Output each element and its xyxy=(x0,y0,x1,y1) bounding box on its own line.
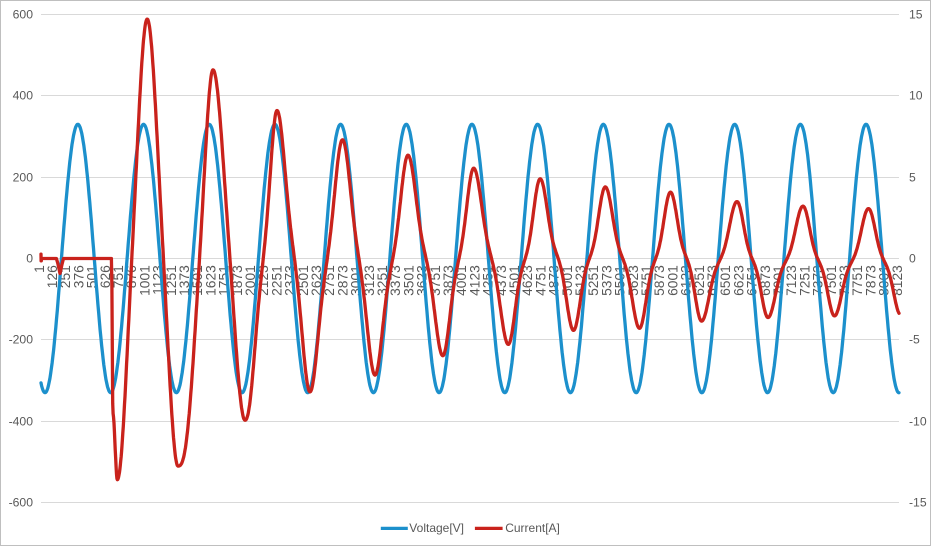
svg-text:1373: 1373 xyxy=(177,265,192,296)
svg-text:4751: 4751 xyxy=(533,265,548,296)
svg-text:-10: -10 xyxy=(909,415,927,429)
svg-text:-15: -15 xyxy=(909,496,927,510)
svg-text:-400: -400 xyxy=(9,415,34,429)
svg-text:200: 200 xyxy=(13,171,34,185)
svg-text:4001: 4001 xyxy=(454,265,469,296)
svg-text:-600: -600 xyxy=(9,496,34,510)
svg-text:3373: 3373 xyxy=(388,265,403,296)
svg-text:5251: 5251 xyxy=(586,265,601,296)
svg-text:7123: 7123 xyxy=(784,265,799,296)
svg-text:3123: 3123 xyxy=(362,265,377,296)
svg-text:2873: 2873 xyxy=(335,265,350,296)
svg-text:4623: 4623 xyxy=(520,265,535,296)
svg-text:5873: 5873 xyxy=(652,265,667,296)
svg-text:626: 626 xyxy=(98,265,113,288)
svg-text:376: 376 xyxy=(71,265,86,288)
svg-text:1251: 1251 xyxy=(164,265,179,296)
svg-text:0: 0 xyxy=(26,252,33,266)
svg-text:2251: 2251 xyxy=(269,265,284,296)
svg-text:7251: 7251 xyxy=(797,265,812,296)
svg-text:1001: 1001 xyxy=(137,265,152,296)
svg-text:1623: 1623 xyxy=(203,265,218,296)
svg-text:-200: -200 xyxy=(9,333,34,347)
svg-text:3501: 3501 xyxy=(401,265,416,296)
svg-text:400: 400 xyxy=(13,89,34,103)
svg-text:0: 0 xyxy=(909,252,916,266)
svg-text:15: 15 xyxy=(909,8,923,22)
svg-text:10: 10 xyxy=(909,89,923,103)
svg-text:6623: 6623 xyxy=(731,265,746,296)
svg-text:7873: 7873 xyxy=(863,265,878,296)
svg-text:-5: -5 xyxy=(909,333,920,347)
svg-text:5: 5 xyxy=(909,171,916,185)
svg-text:6501: 6501 xyxy=(718,265,733,296)
svg-text:5373: 5373 xyxy=(599,265,614,296)
svg-text:751: 751 xyxy=(111,265,126,288)
svg-text:126: 126 xyxy=(45,265,60,288)
svg-text:Voltage[V]: Voltage[V] xyxy=(409,521,464,535)
svg-text:4123: 4123 xyxy=(467,265,482,296)
svg-text:600: 600 xyxy=(13,8,34,22)
svg-text:Current[A]: Current[A] xyxy=(505,521,560,535)
svg-text:7751: 7751 xyxy=(850,265,865,296)
svg-text:2501: 2501 xyxy=(296,265,311,296)
svg-text:6001: 6001 xyxy=(665,265,680,296)
svg-text:2001: 2001 xyxy=(243,265,258,296)
svg-text:1: 1 xyxy=(32,265,47,273)
